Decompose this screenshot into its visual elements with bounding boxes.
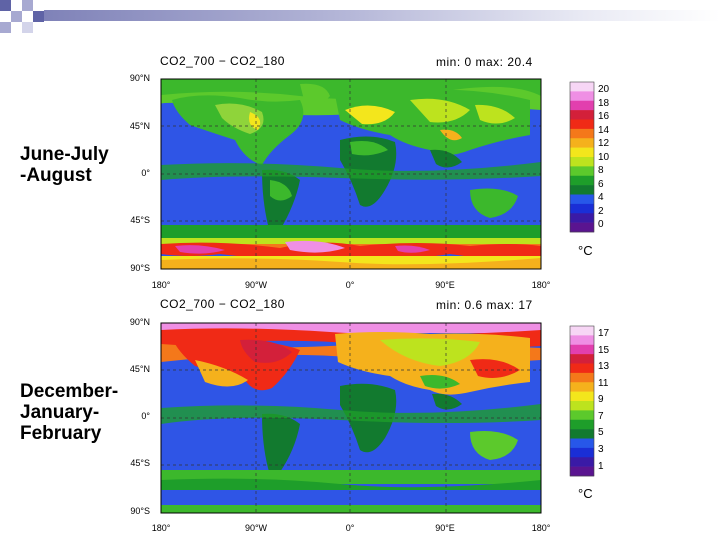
- panel1-lat-tick: 90°S: [130, 263, 150, 273]
- slide-header-bar: [44, 10, 720, 21]
- map-jja-frame: [160, 78, 542, 270]
- colorbar-jja-swatch: [570, 147, 594, 158]
- panel2-lon-tick: 180°: [151, 523, 171, 533]
- panel2-colorbar-label: 9: [598, 394, 604, 405]
- panel2-lat-tick: 45°S: [130, 458, 150, 468]
- panel2-colorbar-label: 7: [598, 411, 604, 422]
- panel2-lon-tick: 90°W: [244, 523, 268, 533]
- panel1-lat-tick: 90°N: [129, 73, 150, 83]
- panel1-colorbar-label: 10: [598, 152, 610, 163]
- panel1-lon-tick: 90°E: [435, 280, 455, 290]
- colorbar-djf-swatch: [570, 354, 594, 364]
- colorbar-jja-swatch: [570, 203, 594, 214]
- panel2-lon-tick: 180°: [531, 523, 551, 533]
- colorbar-djf-swatch: [570, 438, 594, 449]
- map-djf: [161, 323, 541, 513]
- panel1-colorbar-label: 18: [598, 98, 610, 109]
- panel2-lat-tick: 90°N: [129, 317, 150, 327]
- panel2-colorbar-label: 3: [598, 444, 604, 455]
- colorbar-djf-swatch: [570, 447, 594, 458]
- colorbar-djf-swatch: [570, 372, 594, 383]
- panel1-lon-tick: 180°: [151, 280, 171, 290]
- colorbar-jja-swatch: [570, 91, 594, 102]
- colorbar-djf-swatch: [570, 419, 594, 430]
- panel2-colorbar-label: 1: [598, 461, 604, 472]
- panel2-unit: °C: [578, 486, 593, 501]
- panel2-colorbar-label: 11: [598, 378, 609, 389]
- colorbar-djf-swatch: [570, 335, 594, 346]
- panel1-colorbar-label: 16: [598, 111, 610, 122]
- colorbar-jja-swatch: [570, 119, 594, 130]
- colorbar-djf-swatch: [570, 401, 594, 411]
- colorbar-jja-swatch: [570, 138, 594, 148]
- colorbar-djf: [569, 325, 595, 477]
- colorbar-jja-swatch: [570, 110, 594, 120]
- panel2-colorbar-label: 17: [598, 328, 610, 339]
- season-label-jja: June-July -August: [20, 144, 109, 186]
- panel2-colorbar-label: 5: [598, 427, 604, 438]
- colorbar-jja-swatch: [570, 213, 594, 223]
- panel1-lat-tick: 45°S: [130, 215, 150, 225]
- colorbar-djf-swatch: [570, 344, 594, 355]
- slide-decoration: [0, 0, 60, 44]
- colorbar-jja-swatch: [570, 175, 594, 186]
- panel1-lon-tick: 180°: [531, 280, 551, 290]
- panel1-colorbar-label: 4: [598, 192, 604, 203]
- colorbar-djf-swatch: [570, 363, 594, 374]
- panel1-lat-tick: 0°: [141, 168, 150, 178]
- panel2-lat-tick: 0°: [141, 411, 150, 421]
- panel2-lon-tick: 0°: [345, 523, 355, 533]
- panel1-colorbar-label: 20: [598, 84, 610, 95]
- panel2-lat-tick: 45°N: [129, 364, 150, 374]
- colorbar-jja-swatch: [570, 194, 594, 205]
- panel1-title-left: CO2_700 − CO2_180: [160, 54, 285, 68]
- panel1-colorbar-label: 14: [598, 125, 610, 136]
- panel1-lon-tick: 0°: [345, 280, 355, 290]
- panel2-title-right: min: 0.6 max: 17: [436, 298, 533, 312]
- colorbar-djf-swatch: [570, 466, 594, 477]
- panel2-lon-tick: 90°E: [435, 523, 455, 533]
- panel2-title-left: CO2_700 − CO2_180: [160, 297, 285, 311]
- colorbar-djf-frame: [569, 325, 595, 477]
- colorbar-jja-swatch: [570, 128, 594, 139]
- panel2-lat-tick: 90°S: [130, 506, 150, 516]
- panel1-title-right: min: 0 max: 20.4: [436, 55, 533, 69]
- colorbar-djf-swatch: [570, 326, 594, 336]
- season-label-djf: December- January- February: [20, 381, 119, 444]
- panel1-colorbar-label: 8: [598, 165, 604, 176]
- colorbar-djf-swatch: [570, 457, 594, 467]
- panel1-lat-tick: 45°N: [129, 121, 150, 131]
- panel2-colorbar-label: 15: [598, 345, 610, 356]
- panel1-colorbar-label: 6: [598, 179, 604, 190]
- colorbar-jja: [569, 81, 595, 233]
- colorbar-djf-swatch: [570, 391, 594, 402]
- map-djf-frame: [160, 322, 542, 514]
- colorbar-jja-swatch: [570, 166, 594, 177]
- colorbar-jja-frame: [569, 81, 595, 233]
- colorbar-jja-swatch: [570, 222, 594, 233]
- colorbar-jja-swatch: [570, 100, 594, 111]
- panel1-colorbar-label: 2: [598, 206, 604, 217]
- map-jja: [161, 79, 541, 269]
- colorbar-djf-swatch: [570, 429, 594, 439]
- panel1-colorbar-label: 0: [598, 219, 604, 230]
- colorbar-jja-swatch: [570, 157, 594, 167]
- panel1-colorbar-label: 12: [598, 138, 610, 149]
- panel1-lon-tick: 90°W: [244, 280, 268, 290]
- colorbar-jja-swatch: [570, 185, 594, 195]
- panel2-colorbar-label: 13: [598, 361, 610, 372]
- colorbar-djf-swatch: [570, 410, 594, 421]
- panel1-unit: °C: [578, 243, 593, 258]
- colorbar-jja-swatch: [570, 82, 594, 92]
- colorbar-djf-swatch: [570, 382, 594, 392]
